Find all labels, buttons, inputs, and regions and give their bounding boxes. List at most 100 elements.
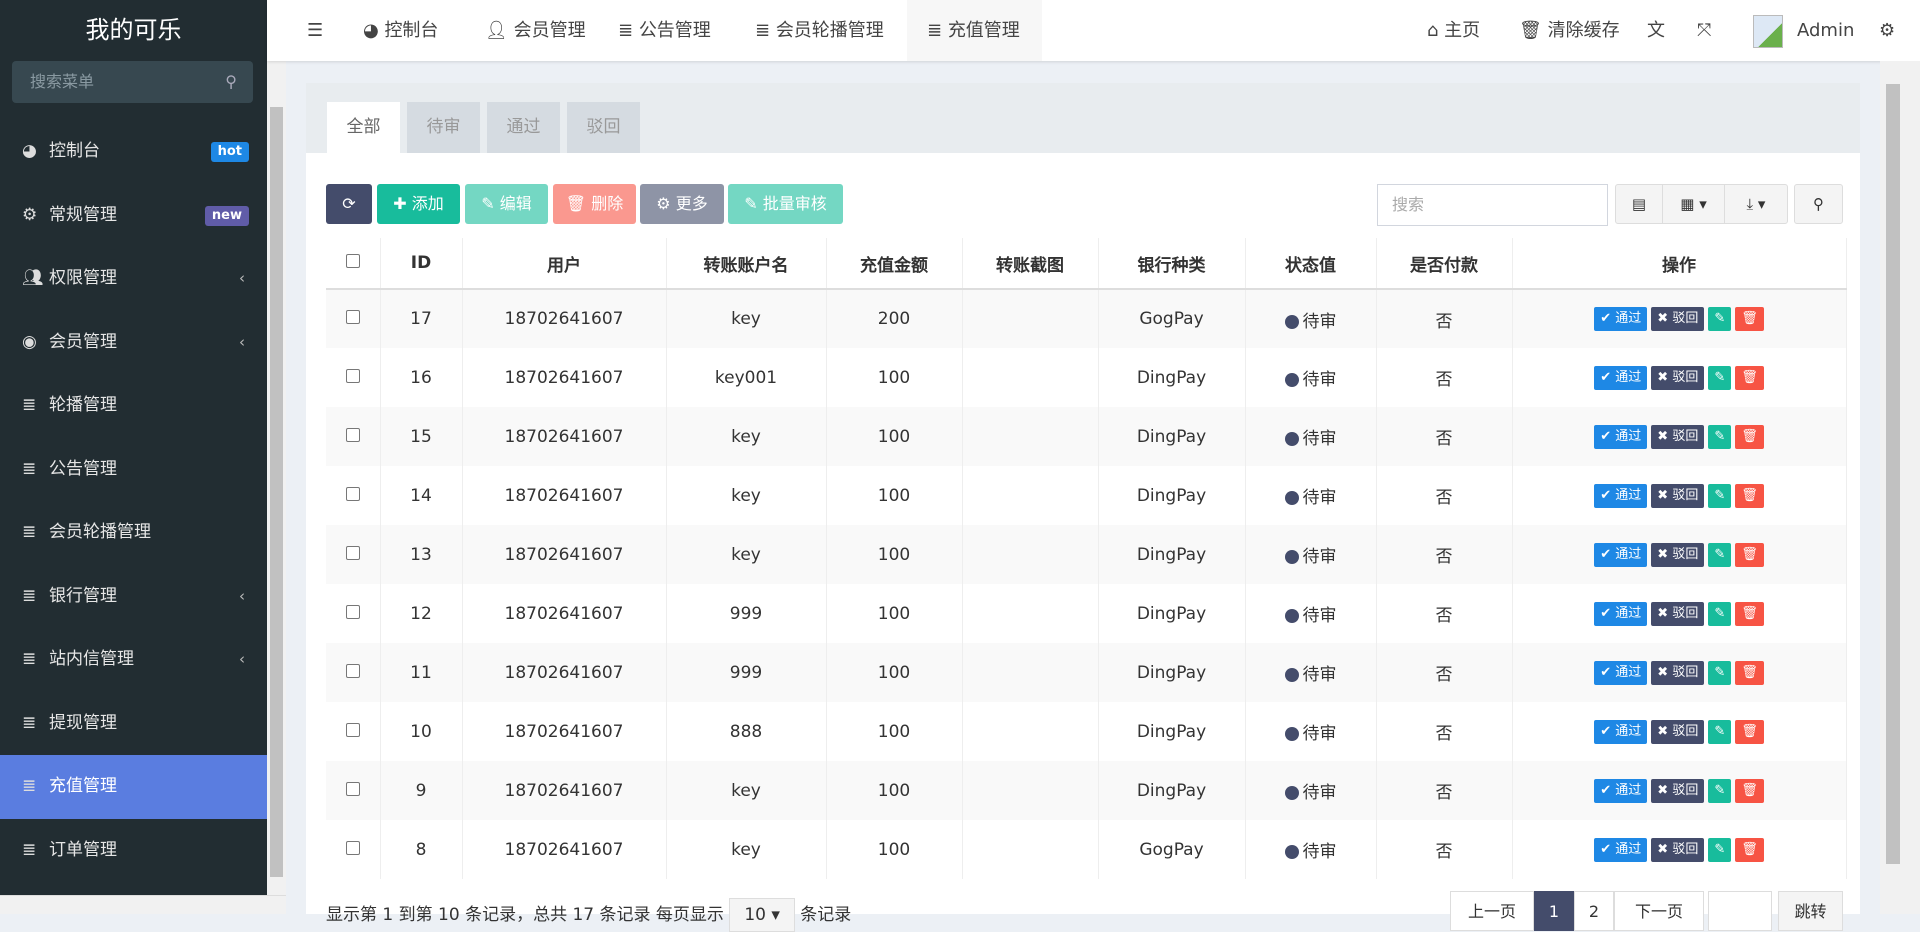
trash-icon[interactable]: 🗑︎ xyxy=(1735,719,1764,744)
edit-icon[interactable]: ✎ xyxy=(1708,365,1732,390)
edit-icon[interactable]: ✎ xyxy=(1708,778,1732,803)
row-checkbox[interactable] xyxy=(326,584,381,643)
sidebar-item[interactable]: ≣ 轮播管理 xyxy=(0,374,267,438)
page-size-select[interactable]: 10 ▾ xyxy=(729,898,795,932)
sidebar-item[interactable]: ≣ 会员轮播管理 xyxy=(0,501,267,565)
approve-button[interactable]: ✔ 通过 xyxy=(1594,424,1648,449)
approve-button[interactable]: ✔ 通过 xyxy=(1594,542,1648,567)
search-icon[interactable]: ⚲ xyxy=(1794,184,1843,224)
table-search-input[interactable]: 搜索 xyxy=(1377,184,1608,226)
tab-approved[interactable]: 通过 xyxy=(487,102,560,153)
edit-icon[interactable]: ✎ xyxy=(1708,601,1732,626)
tab-recharge[interactable]: ≣ 充值管理 xyxy=(907,0,1042,61)
approve-button[interactable]: ✔ 通过 xyxy=(1594,483,1648,508)
sidebar-item[interactable]: ◕ 控制台 hot xyxy=(0,120,267,184)
edit-icon[interactable]: ✎ xyxy=(1708,719,1732,744)
toggle-view-icon[interactable]: ▤ xyxy=(1615,184,1663,224)
edit-icon[interactable]: ✎ xyxy=(1708,483,1732,508)
edit-icon[interactable]: ✎ xyxy=(1708,837,1732,862)
page-1-button[interactable]: 1 xyxy=(1534,891,1574,931)
reject-button[interactable]: ✖ 驳回 xyxy=(1651,307,1705,331)
row-checkbox[interactable] xyxy=(326,702,381,761)
add-button[interactable]: ✚ 添加 xyxy=(377,184,460,224)
delete-button[interactable]: 🗑︎ 删除 xyxy=(553,184,636,224)
reject-button[interactable]: ✖ 驳回 xyxy=(1651,601,1705,626)
reject-button[interactable]: ✖ 驳回 xyxy=(1651,778,1705,803)
export-dropdown[interactable]: ⤓ ▾ xyxy=(1724,184,1788,224)
clear-cache-button[interactable]: 🗑︎ 清除缓存 xyxy=(1519,0,1620,61)
approve-button[interactable]: ✔ 通过 xyxy=(1594,307,1648,331)
reject-button[interactable]: ✖ 驳回 xyxy=(1651,483,1705,508)
row-checkbox[interactable] xyxy=(326,820,381,879)
tab-member-carousel[interactable]: ≣ 会员轮播管理 xyxy=(755,0,884,61)
hamburger-icon[interactable]: ☰ xyxy=(307,20,324,41)
reject-button[interactable]: ✖ 驳回 xyxy=(1651,837,1705,862)
trash-icon[interactable]: 🗑︎ xyxy=(1735,365,1764,390)
trash-icon[interactable]: 🗑︎ xyxy=(1735,660,1764,685)
approve-button[interactable]: ✔ 通过 xyxy=(1594,719,1648,744)
prev-page-button[interactable]: 上一页 xyxy=(1450,891,1534,931)
tab-dashboard[interactable]: ◕ 控制台 xyxy=(363,0,438,61)
row-checkbox[interactable] xyxy=(326,407,381,466)
sidebar-item[interactable]: 👥︎ 权限管理 ‹ xyxy=(0,247,267,311)
refresh-button[interactable]: ⟳ xyxy=(326,184,372,224)
jump-page-input[interactable] xyxy=(1708,891,1772,931)
more-button[interactable]: ⚙ 更多 xyxy=(640,184,724,224)
sidebar-item[interactable]: ⚙ 常规管理 new xyxy=(0,184,267,248)
trash-icon[interactable]: 🗑︎ xyxy=(1735,307,1764,331)
reject-button[interactable]: ✖ 驳回 xyxy=(1651,424,1705,449)
sidebar-item[interactable]: ≣ 订单管理 xyxy=(0,819,267,883)
fullscreen-icon[interactable]: ⤧ xyxy=(1697,20,1712,41)
row-checkbox[interactable] xyxy=(326,466,381,525)
sidebar-item[interactable]: ≣ 公告管理 xyxy=(0,438,267,502)
sidebar-item[interactable]: ≣ 银行管理 ‹ xyxy=(0,565,267,629)
edit-icon[interactable]: ✎ xyxy=(1708,424,1732,449)
tab-all[interactable]: 全部 xyxy=(327,102,400,153)
approve-button[interactable]: ✔ 通过 xyxy=(1594,778,1648,803)
approve-button[interactable]: ✔ 通过 xyxy=(1594,365,1648,390)
edit-icon[interactable]: ✎ xyxy=(1708,542,1732,567)
translate-icon[interactable]: 文 xyxy=(1647,20,1665,41)
reject-button[interactable]: ✖ 驳回 xyxy=(1651,660,1705,685)
row-checkbox[interactable] xyxy=(326,289,381,348)
sidebar-item[interactable]: ◉ 会员管理 ‹ xyxy=(0,311,267,375)
next-page-button[interactable]: 下一页 xyxy=(1614,891,1704,931)
horizontal-scrollbar[interactable] xyxy=(0,895,286,914)
row-checkbox[interactable] xyxy=(326,525,381,584)
home-link[interactable]: ⌂ 主页 xyxy=(1427,0,1480,61)
sidebar-scrollbar[interactable] xyxy=(267,61,286,914)
reject-button[interactable]: ✖ 驳回 xyxy=(1651,365,1705,390)
edit-icon[interactable]: ✎ xyxy=(1708,307,1732,331)
batch-review-button[interactable]: ✎ 批量审核 xyxy=(728,184,843,224)
approve-button[interactable]: ✔ 通过 xyxy=(1594,601,1648,626)
sidebar-item[interactable]: ≣ 充值管理 xyxy=(0,755,267,819)
row-checkbox[interactable] xyxy=(326,348,381,407)
edit-button[interactable]: ✎ 编辑 xyxy=(465,184,548,224)
tab-rejected[interactable]: 驳回 xyxy=(567,102,640,153)
row-checkbox[interactable] xyxy=(326,643,381,702)
reject-button[interactable]: ✖ 驳回 xyxy=(1651,542,1705,567)
approve-button[interactable]: ✔ 通过 xyxy=(1594,837,1648,862)
sidebar-item[interactable]: ≣ 提现管理 xyxy=(0,692,267,756)
tab-pending[interactable]: 待审 xyxy=(407,102,480,153)
trash-icon[interactable]: 🗑︎ xyxy=(1735,601,1764,626)
row-checkbox[interactable] xyxy=(326,761,381,820)
edit-icon[interactable]: ✎ xyxy=(1708,660,1732,685)
tab-notices[interactable]: ≣ 公告管理 xyxy=(618,0,711,61)
page-scrollbar[interactable] xyxy=(1880,61,1920,914)
reject-button[interactable]: ✖ 驳回 xyxy=(1651,719,1705,744)
trash-icon[interactable]: 🗑︎ xyxy=(1735,837,1764,862)
select-all-checkbox[interactable] xyxy=(326,238,381,290)
jump-button[interactable]: 跳转 xyxy=(1778,891,1843,931)
trash-icon[interactable]: 🗑︎ xyxy=(1735,483,1764,508)
page-2-button[interactable]: 2 xyxy=(1574,891,1614,931)
sidebar-item[interactable]: ≣ 站内信管理 ‹ xyxy=(0,628,267,692)
columns-dropdown[interactable]: ▦ ▾ xyxy=(1662,184,1725,224)
menu-search-input[interactable]: 搜索菜单 ⚲ xyxy=(12,61,253,103)
settings-gears-icon[interactable]: ⚙ xyxy=(1879,20,1896,41)
trash-icon[interactable]: 🗑︎ xyxy=(1735,424,1764,449)
trash-icon[interactable]: 🗑︎ xyxy=(1735,542,1764,567)
approve-button[interactable]: ✔ 通过 xyxy=(1594,660,1648,685)
trash-icon[interactable]: 🗑︎ xyxy=(1735,778,1764,803)
user-menu[interactable]: Admin xyxy=(1753,0,1854,61)
